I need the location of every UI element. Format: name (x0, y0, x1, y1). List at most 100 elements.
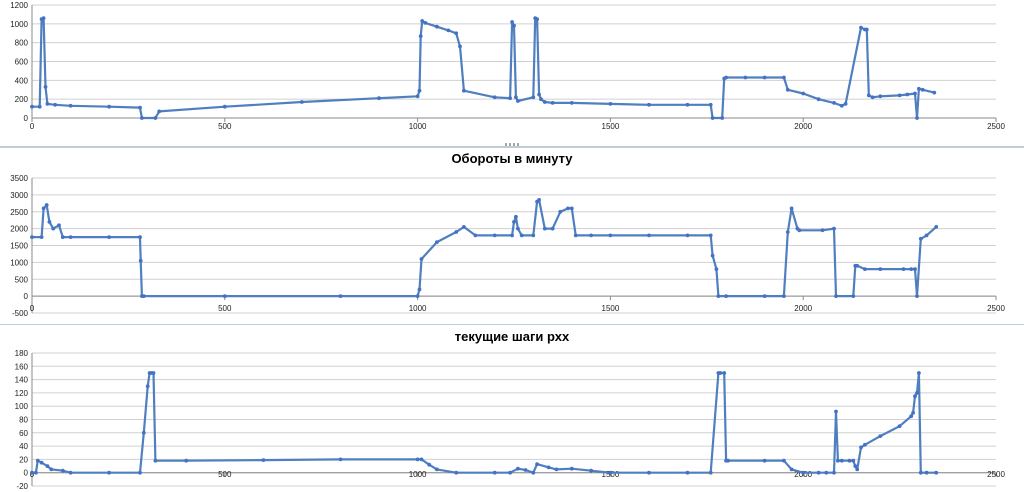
data-point (157, 109, 162, 114)
data-point (853, 464, 858, 468)
x-tick-label: 2500 (987, 470, 1005, 479)
y-tick-label: 400 (15, 76, 29, 85)
x-tick-label: 1000 (409, 304, 427, 313)
data-point (138, 470, 142, 475)
x-tick-label: 0 (30, 304, 35, 313)
data-point (462, 88, 466, 93)
data-point (151, 371, 156, 375)
data-point (418, 34, 423, 38)
y-tick-label: 160 (15, 362, 29, 371)
y-tick-label: 2000 (10, 225, 28, 234)
data-point (917, 86, 921, 91)
data-point (454, 230, 459, 234)
series-line (32, 198, 937, 298)
data-point (377, 96, 381, 101)
y-tick-label: -500 (12, 309, 29, 318)
data-point (832, 470, 836, 475)
y-tick-label: 1200 (10, 1, 28, 10)
data-point (864, 27, 869, 32)
data-point (35, 458, 40, 463)
x-tick-label: 2500 (987, 304, 1005, 313)
data-point (724, 294, 728, 298)
data-point (913, 394, 917, 399)
data-point (419, 257, 424, 261)
data-point (832, 101, 836, 105)
data-point (420, 19, 425, 23)
data-point (569, 101, 574, 105)
data-point (915, 294, 919, 298)
data-point (859, 445, 863, 450)
data-point (558, 209, 563, 214)
data-point (839, 458, 844, 463)
x-tick-label: 1000 (409, 122, 427, 131)
data-point (47, 220, 52, 224)
data-point (141, 294, 146, 298)
data-point (843, 102, 848, 106)
data-point (138, 105, 142, 110)
data-point (863, 267, 867, 271)
chart-title-steps: текущие шаги рхх (454, 329, 570, 344)
data-point (261, 458, 266, 462)
data-point (531, 95, 536, 100)
data-point (901, 267, 906, 271)
data-point (537, 92, 541, 97)
data-point (710, 116, 715, 120)
data-point (685, 470, 690, 475)
x-tick-label: 1500 (602, 122, 620, 131)
data-point (569, 206, 574, 211)
y-tick-label: 2500 (10, 208, 28, 217)
data-point (222, 294, 227, 298)
data-point (708, 102, 713, 107)
data-point (718, 371, 723, 375)
data-point (492, 470, 497, 475)
data-point (782, 458, 786, 463)
data-point (39, 235, 44, 239)
data-point (141, 430, 146, 435)
data-point (647, 233, 651, 238)
data-point (820, 228, 825, 233)
data-point (710, 253, 715, 258)
data-point (184, 458, 189, 463)
data-point (824, 470, 829, 475)
y-tick-label: 1500 (10, 242, 28, 251)
y-tick-label: 40 (19, 442, 28, 451)
data-point (68, 103, 73, 108)
data-point (816, 97, 821, 102)
data-point (573, 233, 578, 238)
data-point (647, 102, 651, 107)
y-tick-label: 100 (15, 402, 29, 411)
data-point (68, 470, 73, 475)
data-point (51, 226, 56, 231)
data-point (647, 470, 651, 475)
x-tick-label: 2500 (987, 122, 1005, 131)
y-tick-label: 0 (24, 114, 29, 123)
data-point (140, 116, 144, 120)
data-point (566, 206, 570, 211)
data-point (45, 464, 50, 468)
data-point (878, 94, 883, 99)
data-point (589, 233, 593, 238)
x-tick-label: 500 (218, 304, 232, 313)
y-tick-label: 140 (15, 376, 29, 385)
data-point (492, 95, 497, 100)
data-point (458, 44, 462, 49)
y-tick-label: 3000 (10, 191, 28, 200)
chart-panel-rpm: Обороты в минуту -500 0 500 1000 1500 2000 250… (0, 147, 1024, 325)
data-point (542, 226, 547, 231)
splitter-grip[interactable] (505, 143, 519, 146)
data-point (762, 294, 767, 298)
data-point (531, 470, 536, 475)
data-point (608, 102, 613, 106)
y-tick-label: -20 (16, 482, 28, 491)
x-tick-label: 0 (30, 122, 35, 131)
y-tick-label: 20 (19, 455, 28, 464)
data-point (539, 97, 543, 102)
data-point (338, 294, 343, 298)
data-point (57, 223, 61, 228)
data-point (911, 410, 915, 415)
y-tick-label: 3500 (10, 174, 28, 183)
data-point (537, 198, 541, 202)
y-tick-label: 0 (24, 292, 29, 301)
data-point (782, 294, 786, 298)
data-point (68, 235, 73, 239)
